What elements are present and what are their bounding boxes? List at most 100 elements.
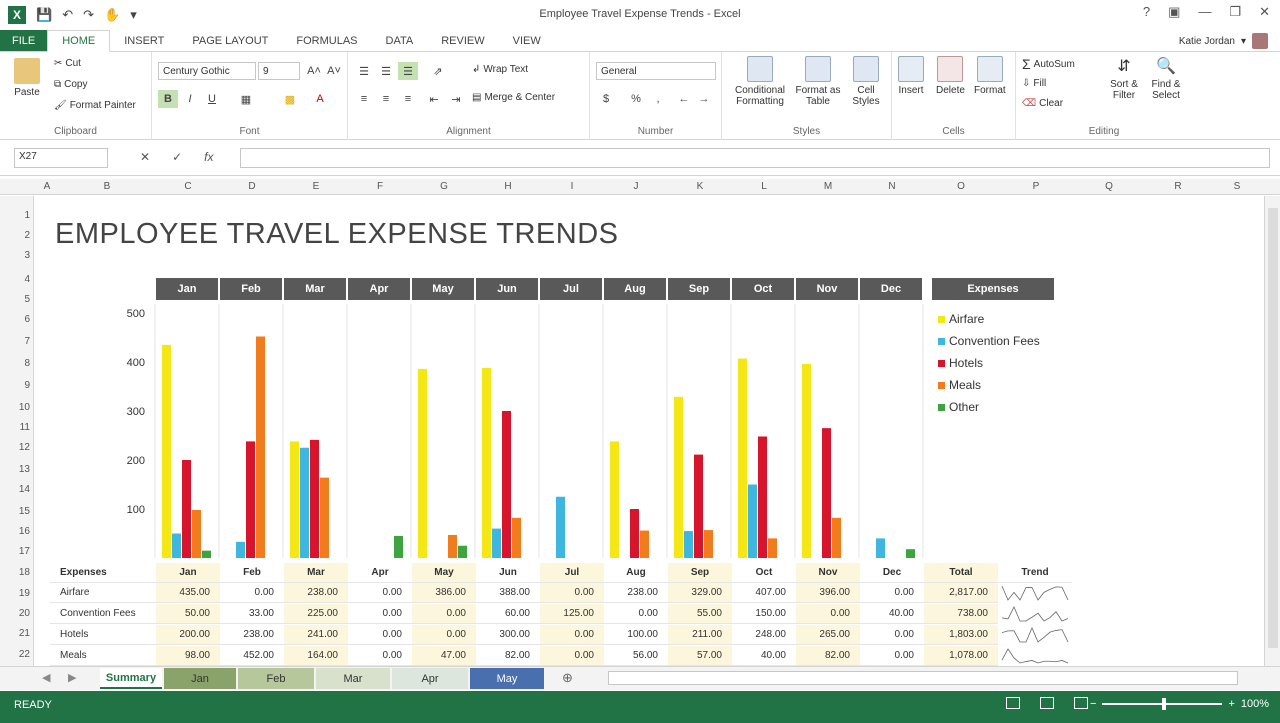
row-header[interactable]: 20 — [18, 608, 30, 619]
cancel-icon[interactable]: ✕ — [140, 150, 151, 164]
insert-button[interactable]: Insert — [898, 56, 924, 96]
table-cell[interactable]: 2,817.00 — [924, 583, 998, 603]
table-cell[interactable]: 386.00 — [412, 583, 476, 603]
zoom-slider[interactable] — [1102, 698, 1223, 710]
table-cell[interactable]: 225.00 — [284, 604, 348, 624]
table-cell[interactable]: 407.00 — [732, 583, 796, 603]
table-cell[interactable]: 265.00 — [796, 625, 860, 645]
column-header[interactable]: R — [1174, 181, 1182, 192]
minimize-button[interactable]: — — [1198, 4, 1212, 19]
row-header[interactable]: 11 — [19, 422, 30, 433]
table-cell[interactable]: 238.00 — [284, 583, 348, 603]
horizontal-scrollbar[interactable] — [608, 671, 1238, 685]
table-cell[interactable]: 164.00 — [284, 646, 348, 666]
column-header[interactable]: K — [696, 181, 704, 192]
table-cell[interactable]: 33.00 — [220, 604, 284, 624]
table-cell[interactable]: 0.00 — [540, 646, 604, 666]
table-cell[interactable]: 1,803.00 — [924, 625, 998, 645]
table-cell[interactable]: 47.00 — [412, 646, 476, 666]
column-header[interactable]: C — [184, 181, 192, 192]
underline-button[interactable]: U — [208, 93, 216, 105]
table-cell[interactable]: 0.00 — [540, 583, 604, 603]
table-cell[interactable]: 248.00 — [732, 625, 796, 645]
table-header[interactable]: Jun — [476, 563, 540, 583]
table-header[interactable]: Nov — [796, 563, 860, 583]
user-account[interactable]: Katie Jordan ▾ — [1179, 33, 1268, 49]
font-family-select[interactable]: Century Gothic — [158, 62, 256, 80]
table-cell[interactable]: 200.00 — [156, 625, 220, 645]
table-cell[interactable]: 0.00 — [348, 625, 412, 645]
align-middle-icon[interactable]: ☰ — [381, 65, 391, 78]
increase-decimal-icon[interactable]: ← — [678, 93, 690, 105]
row-header[interactable]: 3 — [24, 250, 30, 261]
number-format-select[interactable]: General — [596, 62, 716, 80]
table-cell[interactable]: 0.00 — [348, 583, 412, 603]
increase-indent-icon[interactable]: ⇥ — [451, 93, 461, 106]
table-cell[interactable]: 452.00 — [220, 646, 284, 666]
align-left-icon[interactable]: ≡ — [360, 93, 368, 105]
table-cell[interactable]: 100.00 — [604, 625, 668, 645]
sheet-tab-jan[interactable]: Jan — [164, 668, 236, 689]
table-cell[interactable]: 82.00 — [796, 646, 860, 666]
row-label[interactable]: Hotels — [50, 625, 156, 645]
row-header[interactable]: 16 — [18, 526, 30, 537]
table-cell[interactable]: 396.00 — [796, 583, 860, 603]
touch-mode-icon[interactable]: ✋ — [104, 7, 121, 22]
table-header[interactable]: Dec — [860, 563, 924, 583]
font-size-select[interactable]: 9 — [258, 62, 300, 80]
column-header[interactable]: H — [504, 181, 512, 192]
format-button[interactable]: Format — [974, 56, 1006, 96]
table-cell[interactable]: 0.00 — [412, 604, 476, 624]
orientation-icon[interactable]: ⇗ — [433, 65, 443, 78]
row-header[interactable]: 21 — [18, 628, 30, 639]
column-header[interactable]: M — [823, 181, 833, 192]
merge-center-button[interactable]: ▤ Merge & Center — [472, 92, 555, 103]
table-cell[interactable]: 60.00 — [476, 604, 540, 624]
sort-filter-button[interactable]: ⇵ Sort & Filter — [1106, 56, 1142, 101]
autosum-button[interactable]: Σ AutoSum — [1022, 56, 1075, 72]
currency-button[interactable]: $ — [602, 93, 610, 105]
column-header[interactable]: Q — [1105, 181, 1113, 192]
table-cell[interactable]: 82.00 — [476, 646, 540, 666]
add-sheet-icon[interactable]: ⊕ — [562, 670, 573, 685]
column-header[interactable]: L — [761, 181, 767, 192]
row-header[interactable]: 1 — [24, 210, 30, 221]
scroll-thumb[interactable] — [1268, 208, 1278, 648]
find-select-button[interactable]: 🔍 Find & Select — [1146, 56, 1186, 101]
decrease-indent-icon[interactable]: ⇤ — [429, 93, 439, 106]
sheet-tab-may[interactable]: May — [470, 668, 544, 689]
table-header[interactable]: Total — [924, 563, 998, 583]
wrap-text-button[interactable]: ↲ Wrap Text — [472, 64, 528, 75]
column-header[interactable]: P — [1032, 181, 1040, 192]
borders-icon[interactable]: ▦ — [240, 93, 252, 106]
column-header[interactable]: N — [888, 181, 896, 192]
row-label[interactable]: Meals — [50, 646, 156, 666]
row-header[interactable]: 19 — [18, 588, 30, 599]
align-right-icon[interactable]: ≡ — [404, 93, 412, 105]
row-header[interactable]: 4 — [24, 274, 30, 285]
row-header[interactable]: 18 — [18, 567, 30, 578]
page-layout-view-icon[interactable] — [1040, 697, 1054, 709]
tab-file[interactable]: FILE — [0, 30, 48, 51]
decrease-decimal-icon[interactable]: → — [698, 93, 710, 105]
table-cell[interactable]: 40.00 — [860, 604, 924, 624]
normal-view-icon[interactable] — [1006, 697, 1020, 709]
tab-page-layout[interactable]: PAGE LAYOUT — [192, 34, 269, 47]
column-header[interactable]: O — [957, 181, 965, 192]
table-header[interactable]: May — [412, 563, 476, 583]
worksheet[interactable]: EMPLOYEE TRAVEL EXPENSE TRENDS Jan Feb Mar… — [35, 196, 1255, 666]
column-header[interactable]: E — [312, 181, 320, 192]
table-cell[interactable]: 40.00 — [732, 646, 796, 666]
copy-button[interactable]: ⧉ Copy — [54, 79, 88, 90]
tab-review[interactable]: REVIEW — [441, 34, 485, 47]
help-button[interactable]: ? — [1142, 4, 1151, 19]
zoom-thumb[interactable] — [1162, 698, 1167, 710]
row-header[interactable]: 9 — [24, 380, 30, 391]
name-box[interactable]: X27 — [14, 148, 108, 168]
sheet-tab-mar[interactable]: Mar — [316, 668, 390, 689]
paste-button[interactable]: Paste — [14, 58, 40, 98]
enter-icon[interactable]: ✓ — [172, 150, 183, 164]
row-header[interactable]: 6 — [24, 314, 30, 325]
close-button[interactable]: ✕ — [1259, 4, 1270, 19]
row-header[interactable]: 2 — [24, 230, 30, 241]
